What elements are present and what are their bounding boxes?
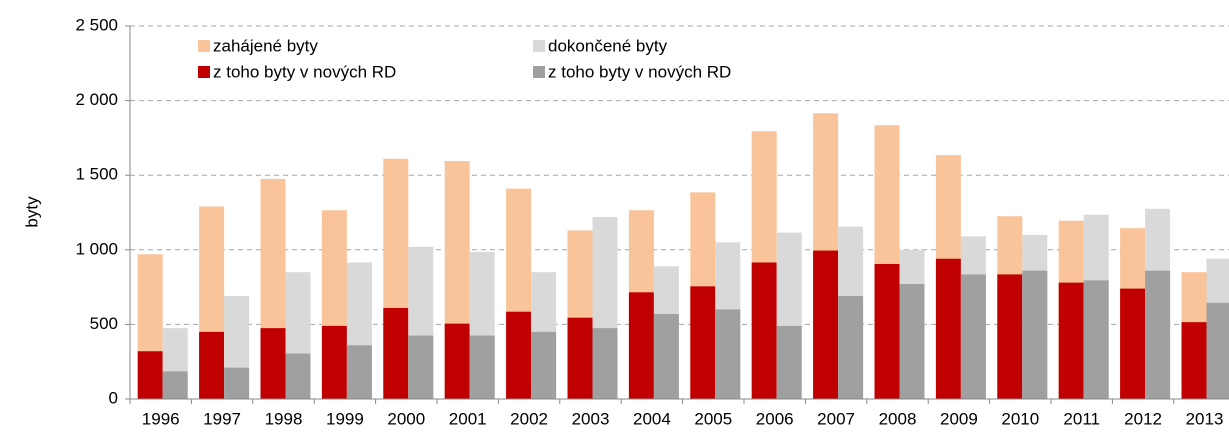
y-axis-label: byty — [22, 196, 41, 228]
bar — [653, 313, 679, 399]
bar — [1206, 302, 1229, 399]
legend-label: zahájené byty — [213, 36, 318, 55]
legend-label: z toho byty v nových RD — [548, 62, 731, 81]
bar — [506, 311, 532, 399]
x-tick-label: 1996 — [142, 409, 180, 428]
x-tick-label: 2001 — [449, 409, 487, 428]
bar — [874, 263, 900, 399]
legend-label: dokončené byty — [548, 36, 668, 55]
bar — [260, 328, 286, 399]
x-tick-label: 2004 — [633, 409, 671, 428]
bar — [935, 258, 961, 399]
y-tick-label: 0 — [109, 388, 118, 407]
bar — [321, 325, 347, 399]
y-tick-label: 2 500 — [75, 15, 118, 34]
bar — [1058, 282, 1084, 399]
y-tick-label: 1 500 — [75, 165, 118, 184]
bar — [444, 323, 470, 399]
x-tick-label: 2006 — [756, 409, 794, 428]
bar — [899, 284, 925, 399]
bar — [383, 307, 409, 399]
bar — [813, 250, 839, 399]
bar — [285, 353, 311, 399]
x-tick-label: 2009 — [940, 409, 978, 428]
bar — [1022, 270, 1048, 399]
x-tick-label: 2013 — [1186, 409, 1224, 428]
y-tick-label: 2 000 — [75, 90, 118, 109]
bar — [1083, 280, 1109, 399]
bar — [567, 317, 593, 399]
x-tick-label: 2002 — [510, 409, 548, 428]
bar — [997, 274, 1023, 399]
legend-label: z toho byty v nových RD — [213, 62, 396, 81]
y-tick-label: 1 000 — [75, 239, 118, 258]
bar — [715, 309, 741, 399]
legend-swatch — [198, 66, 210, 78]
bar — [469, 335, 495, 399]
x-tick-label: 1997 — [203, 409, 241, 428]
bar — [690, 286, 716, 399]
bar — [1120, 288, 1146, 399]
legend-swatch — [198, 40, 210, 52]
x-tick-label: 1998 — [265, 409, 303, 428]
x-tick-label: 1999 — [326, 409, 364, 428]
bar — [751, 262, 777, 399]
bar — [137, 351, 163, 399]
bar — [776, 325, 802, 399]
x-tick-label: 2005 — [694, 409, 732, 428]
x-tick-label: 2007 — [817, 409, 855, 428]
y-tick-label: 500 — [90, 314, 118, 333]
bar — [1181, 322, 1207, 399]
bar — [960, 274, 986, 399]
x-tick-label: 2000 — [387, 409, 425, 428]
bar — [628, 292, 654, 399]
x-tick-label: 2011 — [1063, 409, 1100, 428]
x-tick-label: 2003 — [572, 409, 610, 428]
bar — [224, 367, 250, 399]
legend-swatch — [533, 66, 545, 78]
bar — [1145, 270, 1171, 399]
bar — [346, 345, 372, 399]
bar — [592, 328, 618, 399]
bar — [838, 296, 864, 399]
bar — [408, 335, 434, 399]
bar — [199, 331, 225, 399]
bar — [531, 331, 557, 399]
x-tick-label: 2008 — [879, 409, 917, 428]
legend-swatch — [533, 40, 545, 52]
x-tick-label: 2012 — [1124, 409, 1162, 428]
bar — [162, 371, 188, 399]
x-tick-label: 2010 — [1001, 409, 1039, 428]
